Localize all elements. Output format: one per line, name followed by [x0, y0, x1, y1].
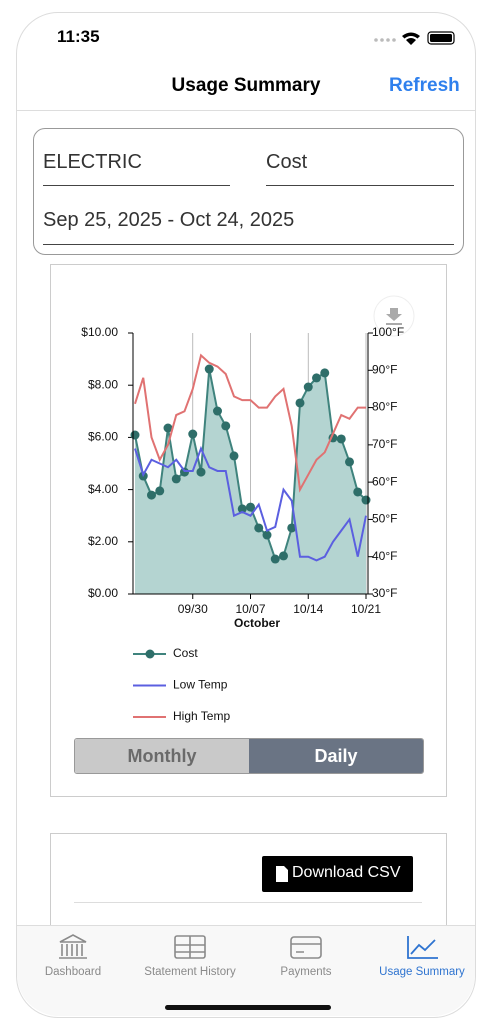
tab-dashboard[interactable]: Dashboard [44, 966, 102, 978]
service-select[interactable]: ELECTRIC [43, 151, 142, 173]
status-time: 11:35 [57, 27, 100, 46]
file-icon [276, 866, 288, 882]
home-indicator [165, 1005, 331, 1010]
status-icons [374, 31, 455, 45]
filter-card [33, 128, 464, 255]
divider [74, 902, 422, 903]
download-csv-button[interactable]: Download CSV [262, 856, 413, 892]
refresh-button[interactable]: Refresh [389, 75, 460, 96]
underline [43, 185, 230, 186]
tab-bar [17, 925, 475, 1016]
tab-payments[interactable]: Payments [280, 966, 332, 978]
daily-option[interactable]: Daily [249, 739, 423, 773]
tab-statement-history[interactable]: Statement History [144, 966, 236, 978]
monthly-option[interactable]: Monthly [75, 739, 249, 773]
underline [43, 244, 454, 245]
tab-icons [59, 934, 438, 959]
underline [266, 185, 454, 186]
nav-divider [17, 110, 475, 111]
measure-select[interactable]: Cost [266, 151, 308, 173]
period-toggle: Monthly Daily [74, 738, 424, 774]
date-range[interactable]: Sep 25, 2025 - Oct 24, 2025 [43, 209, 295, 231]
chart-card [50, 264, 447, 797]
nav-title: Usage Summary [171, 75, 321, 96]
download-csv-label: Download CSV [292, 864, 401, 881]
tab-usage-summary[interactable]: Usage Summary [379, 966, 465, 978]
